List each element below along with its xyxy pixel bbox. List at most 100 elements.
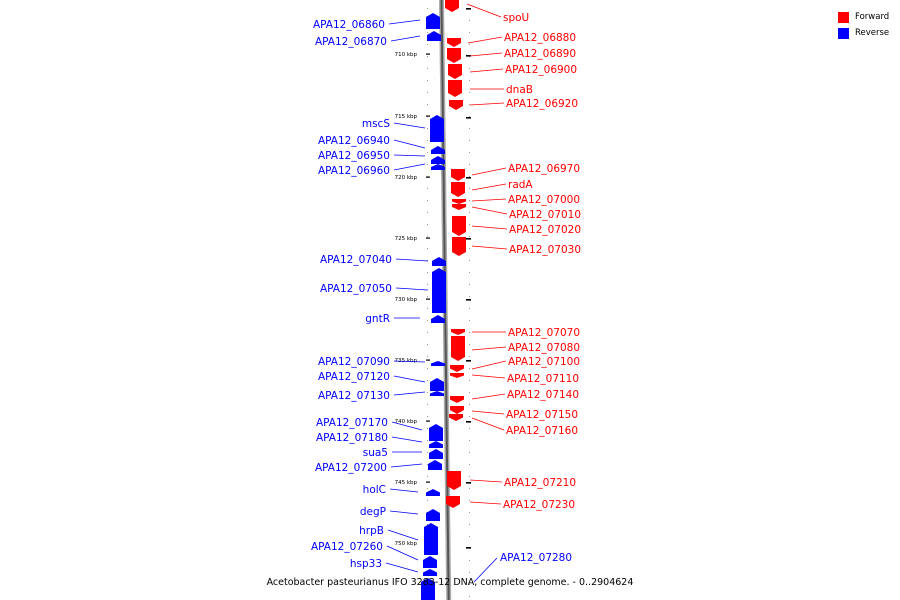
track-dot xyxy=(427,260,428,261)
track-dot xyxy=(427,476,428,477)
track-dot xyxy=(469,68,470,69)
track-dot xyxy=(469,392,470,393)
track-dot xyxy=(469,140,470,141)
reverse-gene-label: APA12_06940 xyxy=(318,135,390,147)
reverse-gene-label: APA12_07180 xyxy=(316,432,388,444)
track-dot xyxy=(469,512,470,513)
reverse-gene xyxy=(421,578,435,600)
forward-gene xyxy=(449,100,463,110)
forward-gene xyxy=(447,471,461,490)
track-dot xyxy=(469,272,470,273)
reverse-leader-line xyxy=(388,19,421,25)
track-dot xyxy=(427,80,428,81)
forward-gene xyxy=(451,336,465,361)
forward-leader-line xyxy=(469,52,503,57)
track-dot xyxy=(427,404,428,405)
reverse-leader-line xyxy=(391,421,423,431)
forward-leader-line xyxy=(471,167,507,176)
forward-leader-line xyxy=(469,479,503,483)
forward-leader-line xyxy=(471,198,507,202)
track-dot xyxy=(469,596,470,597)
forward-gene-label: APA12_06970 xyxy=(508,163,580,175)
reverse-gene-label: APA12_06960 xyxy=(318,165,390,177)
reverse-gene xyxy=(429,441,443,448)
reverse-leader-line xyxy=(395,258,429,262)
reverse-gene xyxy=(424,523,438,555)
legend: Forward Reverse xyxy=(838,9,889,41)
reverse-leader-line xyxy=(389,488,419,493)
tick-label: 725 kbp xyxy=(395,236,418,242)
track-dot xyxy=(427,332,428,333)
reverse-gene-label: holC xyxy=(363,484,386,496)
track-dot xyxy=(469,32,470,33)
reverse-gene xyxy=(431,156,445,164)
tick-mark xyxy=(466,482,471,484)
forward-leader-line xyxy=(471,183,507,191)
reverse-leader-line xyxy=(393,360,426,363)
forward-leader-line xyxy=(469,501,502,505)
tick-mark xyxy=(426,420,430,422)
tick-mark xyxy=(426,176,430,178)
track-dot xyxy=(469,524,470,525)
tick-mark xyxy=(466,55,471,57)
track-dot xyxy=(427,392,428,393)
tick-mark xyxy=(466,117,471,119)
reverse-gene-label: APA12_07090 xyxy=(318,356,390,368)
forward-swatch xyxy=(838,11,849,23)
leader-lines xyxy=(385,3,508,583)
forward-gene xyxy=(450,365,464,372)
reverse-gene xyxy=(430,115,444,142)
reverse-gene xyxy=(423,569,437,576)
track-dot xyxy=(427,284,428,285)
track-dot xyxy=(469,104,470,105)
track-dot xyxy=(469,476,470,477)
reverse-leader-line xyxy=(393,154,426,157)
track-dot xyxy=(469,536,470,537)
gene-features xyxy=(421,0,466,600)
gene-labels: APA12_06860 APA12_06870 mscS APA12_06940 APA… xyxy=(311,12,581,570)
legend-reverse-label: Reverse xyxy=(855,28,890,38)
track-dot xyxy=(469,152,470,153)
tick-mark xyxy=(426,53,430,55)
forward-leader-line xyxy=(469,102,505,106)
track-dot xyxy=(427,368,428,369)
track-dots xyxy=(427,8,470,597)
forward-gene xyxy=(451,329,465,335)
reverse-leader-line xyxy=(389,510,419,515)
tick-mark xyxy=(426,481,430,483)
track-dot xyxy=(427,416,428,417)
track-dot xyxy=(427,92,428,93)
track-dot xyxy=(469,440,470,441)
track-dot xyxy=(469,296,470,297)
reverse-gene-label: hsp33 xyxy=(350,558,382,570)
reverse-gene xyxy=(426,509,440,521)
track-dot xyxy=(427,488,428,489)
tick-mark xyxy=(466,421,471,423)
track-dot xyxy=(469,236,470,237)
track-dot xyxy=(469,116,470,117)
tick-mark xyxy=(426,298,430,300)
track-dot xyxy=(469,44,470,45)
reverse-gene xyxy=(427,31,441,41)
track-dot xyxy=(427,128,428,129)
track-dot xyxy=(427,200,428,201)
track-dot xyxy=(469,416,470,417)
reverse-leader-line xyxy=(390,35,421,42)
track-dot xyxy=(427,68,428,69)
track-dot xyxy=(427,296,428,297)
tick-mark xyxy=(466,360,471,362)
legend-reverse: Reverse xyxy=(838,25,889,41)
legend-forward: Forward xyxy=(838,9,889,25)
forward-gene-label: dnaB xyxy=(506,84,533,96)
track-dot xyxy=(469,488,470,489)
track-dot xyxy=(469,356,470,357)
forward-gene xyxy=(447,38,461,47)
forward-leader-line xyxy=(471,374,506,379)
reverse-gene-label: APA12_07260 xyxy=(311,541,383,553)
tick-label: 740 kbp xyxy=(395,419,418,425)
track-dot xyxy=(427,248,428,249)
tick-label: 710 kbp xyxy=(395,52,418,58)
reverse-gene-label: APA12_07200 xyxy=(315,462,387,474)
forward-leader-line xyxy=(471,360,507,370)
track-dot xyxy=(427,320,428,321)
